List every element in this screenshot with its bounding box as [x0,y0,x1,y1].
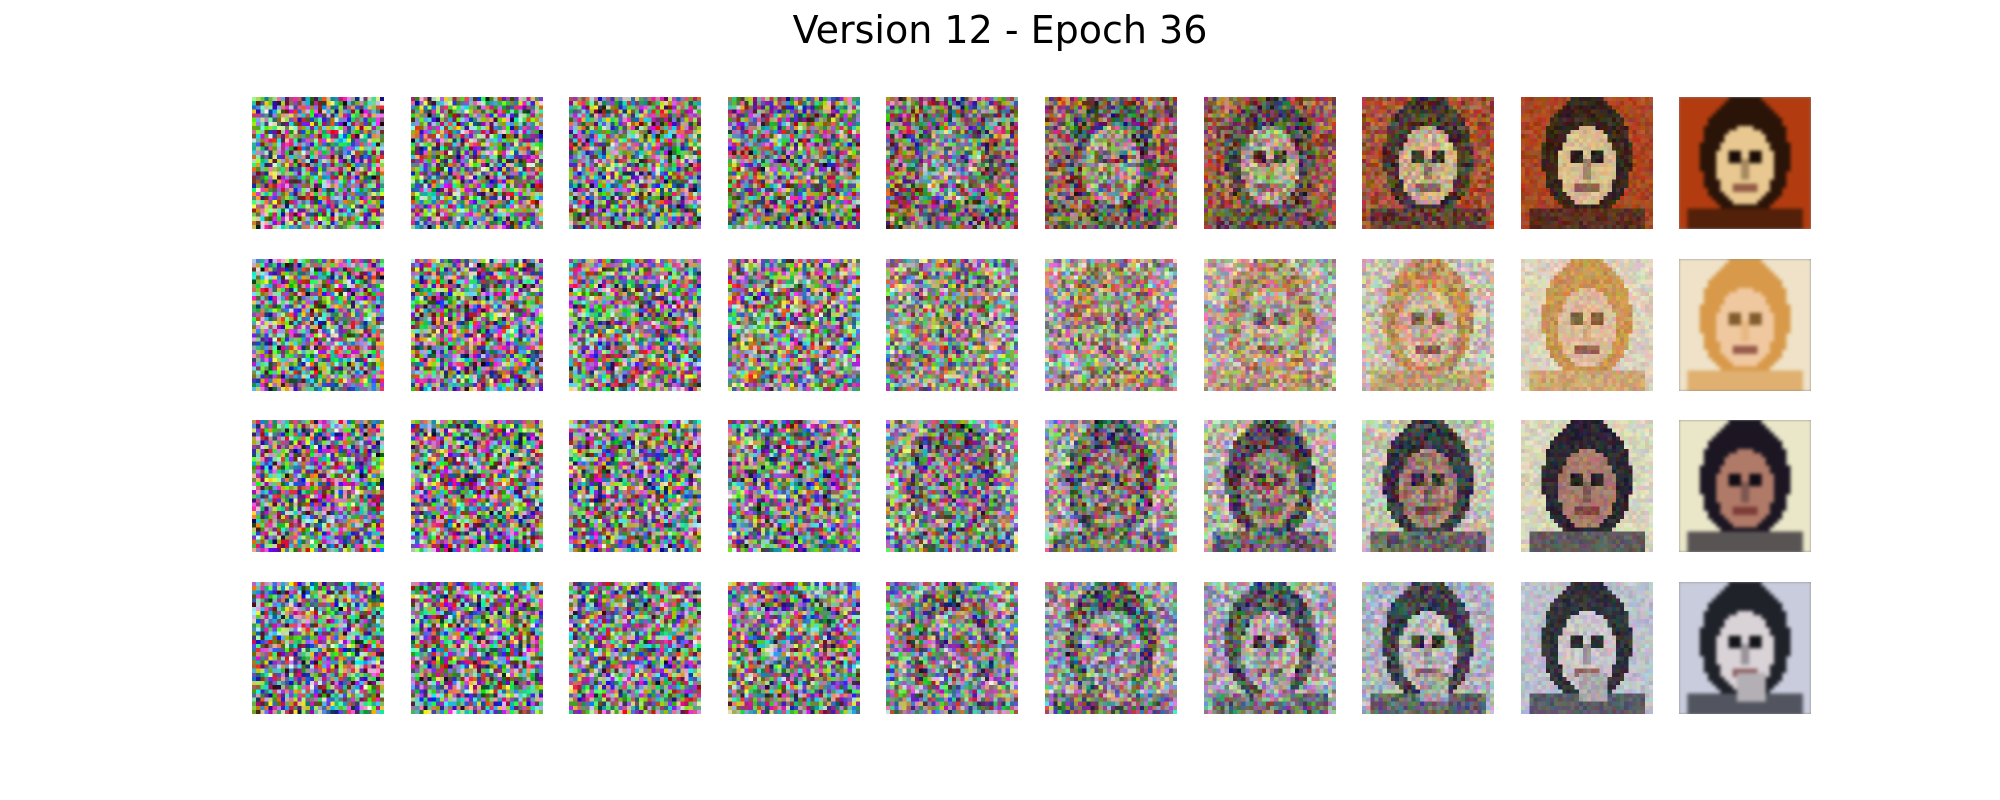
image-pixels [252,97,384,229]
generated-image-tile [1045,97,1177,229]
generated-image-tile [569,582,701,714]
generated-image-tile [728,420,860,552]
generated-image-tile [1679,582,1811,714]
image-pixels [1679,259,1811,391]
generated-image-tile [1204,582,1336,714]
image-pixels [1679,582,1811,714]
image-pixels [1362,259,1494,391]
generated-image-tile [1204,420,1336,552]
image-pixels [1679,420,1811,552]
generated-image-tile [569,259,701,391]
image-pixels [1045,97,1177,229]
image-pixels [728,582,860,714]
generated-image-tile [728,97,860,229]
generated-image-tile [886,97,1018,229]
image-pixels [252,420,384,552]
generated-image-tile [1362,259,1494,391]
image-pixels [411,97,543,229]
generated-image-tile [252,582,384,714]
image-pixels [1521,97,1653,229]
image-pixels [1204,259,1336,391]
image-pixels [1204,420,1336,552]
image-pixels [1521,582,1653,714]
generated-image-tile [569,97,701,229]
image-pixels [1204,582,1336,714]
image-pixels [728,97,860,229]
generated-image-tile [252,420,384,552]
generated-image-tile [728,582,860,714]
image-pixels [1679,97,1811,229]
generated-image-tile [411,97,543,229]
image-pixels [569,582,701,714]
generated-image-tile [1679,97,1811,229]
generated-image-tile [1362,420,1494,552]
image-pixels [728,259,860,391]
image-pixels [886,420,1018,552]
generated-image-tile [569,420,701,552]
image-pixels [569,97,701,229]
image-pixels [1521,420,1653,552]
generated-image-tile [411,259,543,391]
generated-image-tile [1362,582,1494,714]
image-pixels [411,259,543,391]
generated-image-tile [411,582,543,714]
image-pixels [569,259,701,391]
image-pixels [569,420,701,552]
generated-image-tile [252,259,384,391]
generated-image-tile [886,259,1018,391]
figure-title: Version 12 - Epoch 36 [792,8,1208,52]
generated-image-tile [1362,97,1494,229]
generated-image-tile [886,582,1018,714]
generated-image-tile [886,420,1018,552]
generated-image-tile [1521,97,1653,229]
generated-image-tile [1521,582,1653,714]
image-pixels [1045,582,1177,714]
generated-image-tile [252,97,384,229]
image-pixels [1045,420,1177,552]
image-pixels [886,97,1018,229]
image-pixels [1362,97,1494,229]
generated-image-tile [1045,259,1177,391]
image-pixels [411,420,543,552]
image-pixels [1045,259,1177,391]
generated-image-tile [1521,420,1653,552]
image-pixels [886,582,1018,714]
image-pixels [252,259,384,391]
image-pixels [1204,97,1336,229]
image-pixels [1521,259,1653,391]
image-pixels [728,420,860,552]
generated-image-tile [411,420,543,552]
generated-image-tile [1679,420,1811,552]
image-pixels [252,582,384,714]
generated-image-tile [1521,259,1653,391]
generated-image-tile [1204,97,1336,229]
generated-image-tile [1679,259,1811,391]
image-pixels [1362,582,1494,714]
generated-image-tile [1204,259,1336,391]
generated-image-tile [1045,420,1177,552]
image-pixels [1362,420,1494,552]
image-pixels [411,582,543,714]
generated-image-tile [728,259,860,391]
generated-image-tile [1045,582,1177,714]
image-pixels [886,259,1018,391]
